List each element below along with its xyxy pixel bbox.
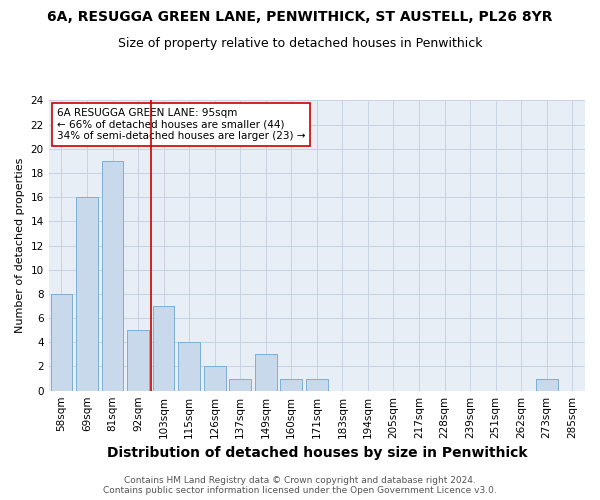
Bar	[178, 342, 200, 390]
Bar	[306, 378, 328, 390]
Text: Size of property relative to detached houses in Penwithick: Size of property relative to detached ho…	[118, 38, 482, 51]
X-axis label: Distribution of detached houses by size in Penwithick: Distribution of detached houses by size …	[107, 446, 527, 460]
Bar	[153, 306, 175, 390]
Bar	[101, 161, 124, 390]
Text: Contains HM Land Registry data © Crown copyright and database right 2024.
Contai: Contains HM Land Registry data © Crown c…	[103, 476, 497, 495]
Bar	[536, 378, 557, 390]
Text: 6A, RESUGGA GREEN LANE, PENWITHICK, ST AUSTELL, PL26 8YR: 6A, RESUGGA GREEN LANE, PENWITHICK, ST A…	[47, 10, 553, 24]
Bar	[127, 330, 149, 390]
Bar	[76, 197, 98, 390]
Bar	[255, 354, 277, 390]
Bar	[229, 378, 251, 390]
Bar	[280, 378, 302, 390]
Bar	[204, 366, 226, 390]
Y-axis label: Number of detached properties: Number of detached properties	[15, 158, 25, 334]
Bar	[50, 294, 72, 390]
Text: 6A RESUGGA GREEN LANE: 95sqm
← 66% of detached houses are smaller (44)
34% of se: 6A RESUGGA GREEN LANE: 95sqm ← 66% of de…	[57, 108, 305, 141]
